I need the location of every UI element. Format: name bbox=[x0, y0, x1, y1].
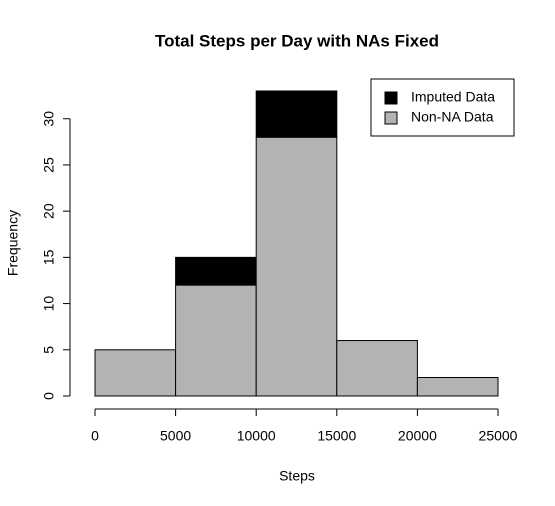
y-axis-label: Frequency bbox=[5, 210, 21, 276]
y-tick-label: 30 bbox=[41, 111, 57, 127]
y-tick-label: 5 bbox=[41, 346, 57, 354]
y-tick-label: 0 bbox=[41, 392, 57, 400]
x-axis-label: Steps bbox=[279, 468, 315, 484]
y-tick-label: 25 bbox=[41, 157, 57, 173]
legend-swatch bbox=[384, 91, 398, 105]
x-tick-label: 10000 bbox=[237, 428, 276, 444]
x-tick-label: 5000 bbox=[160, 428, 191, 444]
bar bbox=[175, 256, 257, 286]
x-tick-label: 15000 bbox=[317, 428, 356, 444]
bar bbox=[416, 377, 499, 397]
x-tick-label: 25000 bbox=[479, 428, 518, 444]
legend-swatch bbox=[384, 111, 398, 125]
y-tick-label: 15 bbox=[41, 249, 57, 265]
bar bbox=[336, 340, 418, 397]
bar bbox=[255, 136, 338, 397]
chart-title: Total Steps per Day with NAs Fixed bbox=[155, 31, 439, 50]
bar bbox=[175, 284, 257, 397]
y-tick-label: 10 bbox=[41, 296, 57, 312]
legend-label: Imputed Data bbox=[411, 89, 495, 105]
x-tick-label: 0 bbox=[91, 428, 99, 444]
bar bbox=[255, 90, 338, 138]
x-tick-label: 20000 bbox=[398, 428, 437, 444]
bar bbox=[94, 349, 177, 397]
legend-label: Non-NA Data bbox=[411, 109, 494, 125]
legend-box bbox=[370, 78, 515, 137]
y-tick-label: 20 bbox=[41, 203, 57, 219]
